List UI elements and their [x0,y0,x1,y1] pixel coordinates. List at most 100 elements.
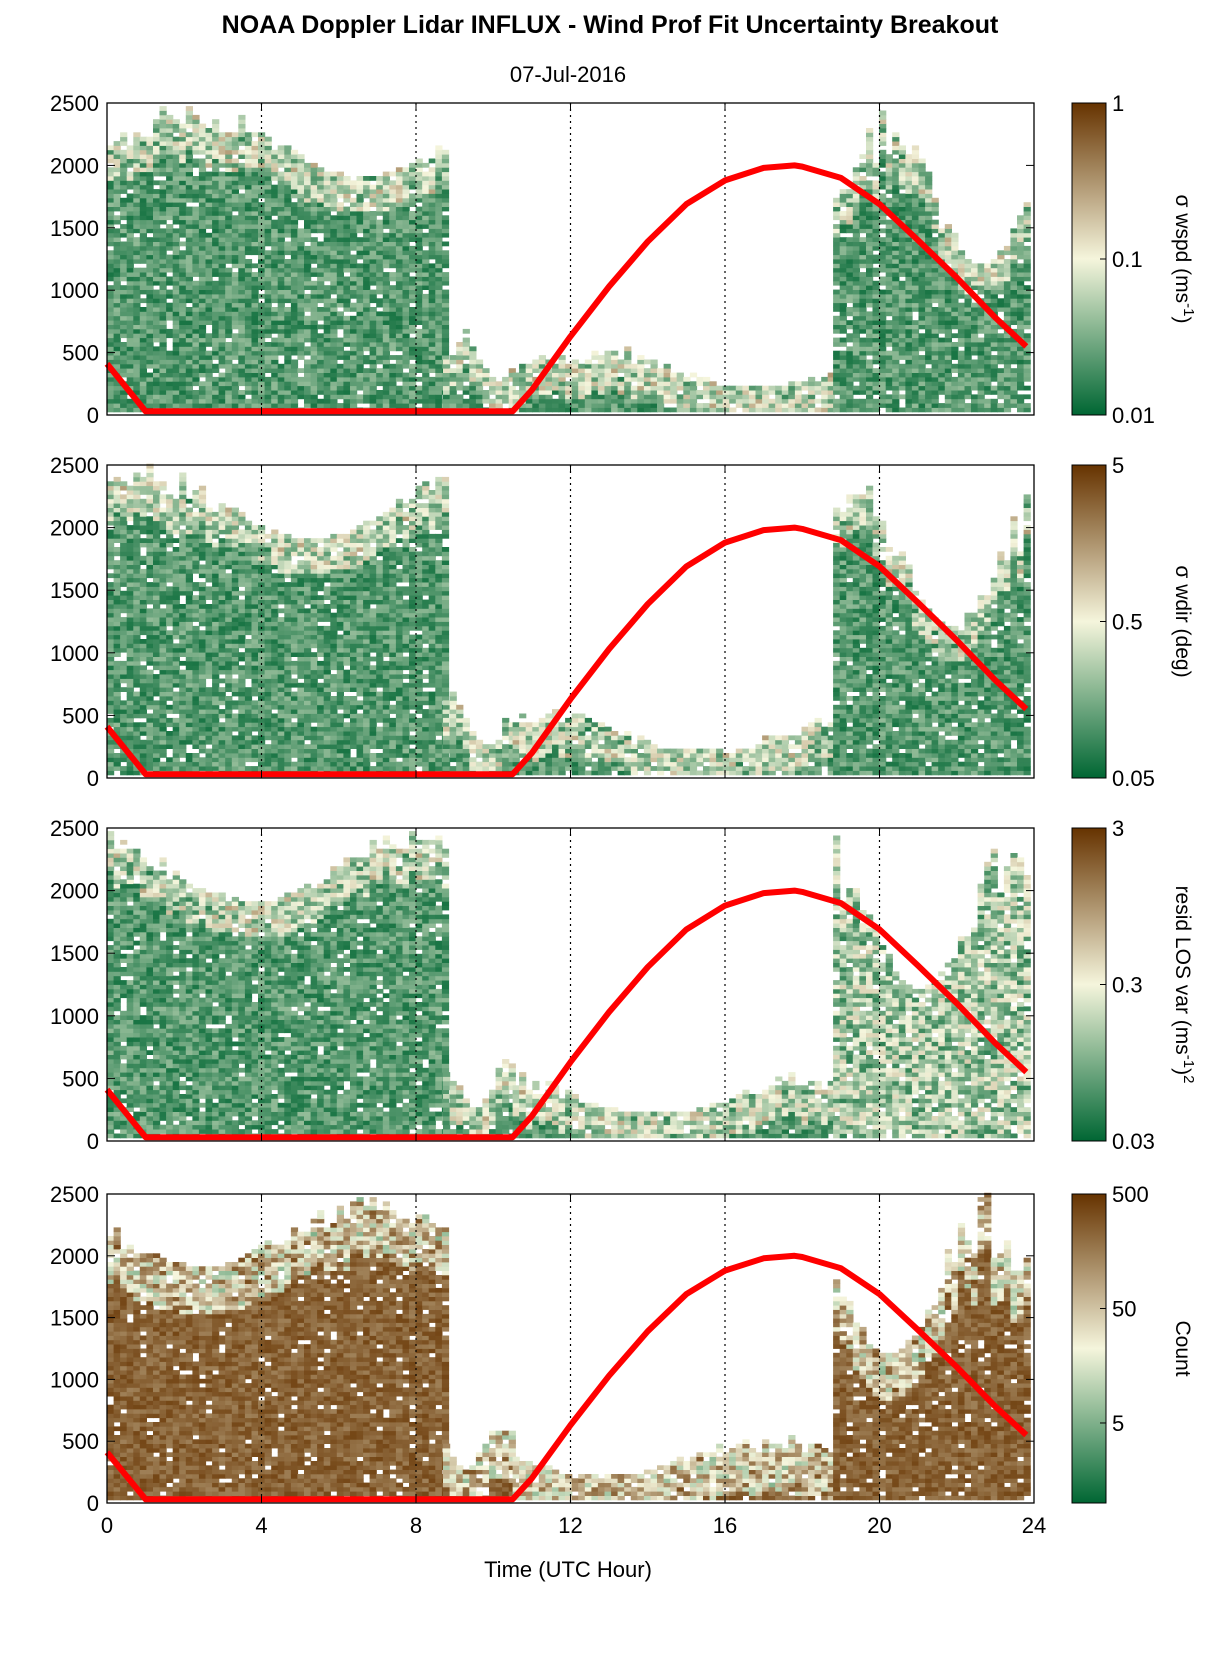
heatmap-cell [709,398,717,404]
heatmap-cell [120,263,128,269]
heatmap-cell [212,315,220,321]
heatmap-cell [238,342,246,347]
heatmap-cell [382,211,390,216]
heatmap-cell [205,154,213,159]
heatmap-cell [852,232,860,238]
heatmap-cell [290,215,299,221]
heatmap-cell [290,390,299,395]
heatmap-cell [905,162,913,168]
heatmap-cell [676,394,684,400]
heatmap-cell [218,381,226,387]
heatmap-cell [363,368,371,373]
heatmap-cell [885,162,893,168]
heatmap-cell [350,307,358,312]
heatmap-cell [297,167,305,173]
heatmap-cell [310,385,318,391]
heatmap-cell [192,119,200,124]
heatmap-cell [172,372,180,378]
heatmap-cell [657,403,665,408]
heatmap-cell [107,315,115,321]
heatmap-cell [284,363,292,369]
heatmap-cell [323,272,331,277]
heatmap-cell [330,328,338,334]
heatmap-cell [218,328,226,334]
heatmap-cell [833,363,841,369]
heatmap-cell [192,390,200,395]
heatmap-cell [264,162,272,168]
heatmap-cell [271,171,279,177]
heatmap-cell [591,407,599,413]
heatmap-cell [218,219,226,225]
heatmap-cell [462,328,470,334]
heatmap-cell [120,132,128,138]
heatmap-cell [898,311,906,317]
heatmap-cell [205,355,213,360]
heatmap-cell [251,302,259,308]
heatmap-cell [839,219,847,225]
heatmap-cell [846,276,854,282]
heatmap-cell [350,215,358,221]
heatmap-cell [389,311,397,317]
heatmap-cell [984,276,992,282]
heatmap-cell [676,398,684,404]
heatmap-cell [911,245,920,251]
heatmap-cell [944,276,952,282]
heatmap-cell [866,267,874,273]
heatmap-cell [866,372,874,378]
heatmap-cell [879,237,887,242]
heatmap-cell [185,245,193,251]
heatmap-cell [238,398,246,404]
heatmap-cell [885,206,893,212]
heatmap-cell [716,394,724,400]
heatmap-cell [284,368,292,373]
heatmap-cell [866,241,874,247]
heatmap-cell [415,162,423,168]
heatmap-cell [251,149,259,155]
heatmap-cell [179,285,187,290]
heatmap-cell [277,267,285,273]
heatmap-cell [892,372,900,378]
heatmap-cell [139,381,147,387]
heatmap-cell [944,390,952,395]
heatmap-cell [218,359,226,365]
heatmap-cell [552,381,560,387]
heatmap-cell [846,219,854,225]
heatmap-cell [905,167,913,173]
heatmap-cell [422,398,430,404]
heatmap-cell [938,320,946,325]
heatmap-cell [1010,237,1018,242]
heatmap-cell [159,245,167,251]
heatmap-cell [892,141,900,146]
heatmap-cell [251,276,259,282]
heatmap-cell [879,355,887,360]
heatmap-cell [126,307,134,312]
heatmap-cell [925,215,933,221]
heatmap-cell [866,381,874,387]
heatmap-cell [435,342,443,347]
heatmap-cell [709,385,717,391]
heatmap-cell [363,211,371,216]
heatmap-cell [1023,363,1031,369]
heatmap-cell [238,224,246,229]
heatmap-cell [225,390,233,395]
heatmap-cell [258,158,266,164]
heatmap-cell [611,385,619,391]
heatmap-cell [859,307,867,312]
heatmap-cell [964,359,972,365]
heatmap-cell [898,385,906,391]
heatmap-cell [879,346,887,352]
heatmap-cell [244,276,253,282]
heatmap-cell [532,407,540,413]
heatmap-cell [238,176,246,181]
heatmap-cell [126,254,134,260]
heatmap-cell [107,372,115,378]
heatmap-cell [290,202,299,207]
heatmap-cell [839,302,847,308]
heatmap-cell [277,302,285,308]
heatmap-cell [846,337,854,343]
heatmap-cell [166,232,174,238]
heatmap-cell [231,224,239,229]
heatmap-cell [172,254,180,260]
heatmap-cell [859,385,867,391]
